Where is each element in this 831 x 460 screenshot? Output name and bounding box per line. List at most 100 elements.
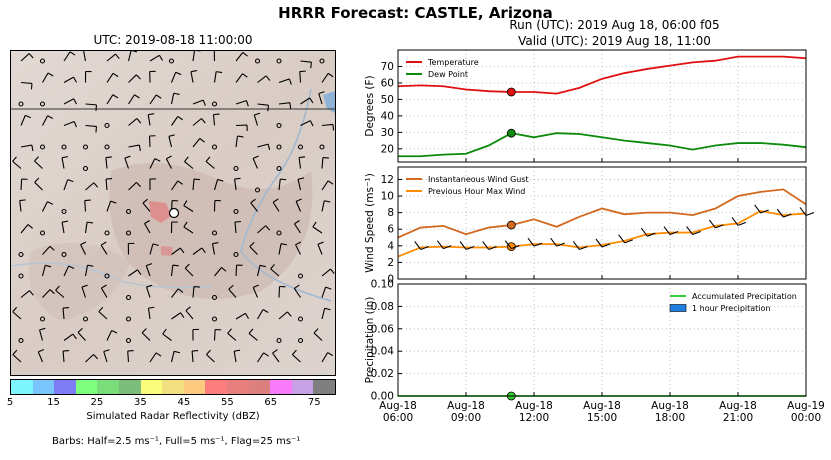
wind-barb-staff	[171, 180, 179, 191]
wind-barb-flag	[62, 306, 70, 309]
legend-label: Dew Point	[428, 70, 468, 79]
wind-barb-staff	[170, 72, 177, 83]
wind-barb-staff	[128, 182, 137, 191]
wind-barb-staff	[145, 265, 151, 277]
colorbar-segment	[205, 380, 227, 394]
wind-barb-staff	[168, 136, 173, 148]
colorbar-tick-label: 75	[307, 397, 321, 408]
wind-barb-flag	[280, 178, 287, 181]
calm-wind-circle	[39, 230, 46, 236]
calm-wind-circle	[125, 316, 132, 322]
wind-barb-staff	[205, 161, 215, 169]
wind-barb-flag	[47, 115, 54, 119]
wind-barb-flag	[249, 242, 255, 247]
wind-barb-staff	[62, 350, 65, 363]
y-tick-label: 30	[381, 127, 394, 139]
wind-barb-flag	[263, 352, 269, 357]
wind-barb-flag	[183, 221, 188, 228]
calm-wind-circle	[82, 165, 89, 172]
wind-barb-flag	[327, 72, 334, 78]
wind-barb-staff	[321, 73, 329, 83]
wind-barb-flag	[27, 224, 33, 229]
wind-barb-flag	[112, 94, 119, 99]
wind-barb-staff	[170, 351, 175, 363]
wind-barb-staff	[572, 241, 580, 250]
wind-barb-flag	[332, 124, 335, 131]
wind-barb-staff	[233, 351, 237, 363]
wind-barb-flag	[624, 239, 633, 244]
wind-barb-flag	[29, 290, 34, 296]
wind-barb-flag	[180, 312, 185, 318]
wind-barb-staff	[185, 310, 194, 320]
wind-barb-flag	[190, 70, 198, 73]
wind-barb-staff	[83, 51, 87, 62]
wind-barb-staff	[192, 178, 195, 191]
wind-barb-staff	[85, 103, 97, 106]
wind-barb-staff	[149, 158, 156, 169]
calm-wind-circle	[104, 230, 110, 236]
lake	[323, 91, 335, 113]
wind-barb-flag	[185, 306, 191, 311]
wind-barb-staff	[318, 93, 323, 105]
wind-barb-staff	[41, 265, 46, 277]
wind-barb-flag	[217, 178, 224, 182]
wind-barb-staff	[63, 76, 74, 83]
wind-barb-flag	[201, 247, 206, 254]
wind-barb-flag	[242, 73, 248, 78]
wind-barb-staff	[171, 288, 179, 298]
calm-wind-circle	[276, 58, 282, 64]
wind-barb-staff	[85, 124, 97, 127]
wind-barb-staff	[278, 102, 290, 105]
wind-barb-staff	[37, 351, 44, 363]
wind-barb-staff	[550, 237, 558, 247]
wind-barb-flag	[111, 330, 118, 334]
wind-barb-flag	[49, 289, 55, 295]
wind-barb-staff	[84, 200, 87, 212]
wind-barb-staff	[278, 243, 282, 255]
calm-wind-circle	[276, 337, 282, 344]
wind-barb-staff	[321, 123, 334, 127]
legend-label: Previous Hour Max Wind	[428, 187, 525, 196]
wind-barb-staff	[206, 354, 215, 363]
y-tick-label: 40	[381, 110, 394, 122]
y-tick-label: 0.04	[371, 346, 395, 358]
wind-barb-staff	[235, 312, 246, 320]
wind-barb-staff	[211, 243, 216, 255]
colorbar-segment	[11, 380, 33, 394]
station-marker	[168, 207, 180, 219]
wind-barb-staff	[171, 312, 181, 320]
wind-barb-staff	[278, 311, 288, 320]
map-canvas	[11, 51, 335, 375]
wind-barb-flag	[110, 200, 117, 204]
wind-barb-staff	[20, 290, 30, 298]
wind-barb-staff	[171, 116, 179, 126]
wind-barb-flag	[199, 137, 205, 143]
wind-barb-flag	[73, 121, 77, 128]
wind-barb-staff	[170, 265, 174, 277]
terrain-ridge	[29, 243, 131, 321]
wind-barb-flag	[38, 349, 45, 353]
wind-barb-flag	[34, 156, 39, 162]
wind-barb-staff	[39, 329, 44, 341]
colorbar-segment	[54, 380, 76, 394]
calm-wind-circle	[82, 144, 89, 150]
calm-wind-circle	[211, 316, 218, 322]
calm-wind-circle	[18, 273, 24, 279]
wind-barb-flag	[325, 286, 332, 290]
reflectivity-cell-small	[161, 246, 173, 256]
calm-wind-circle	[297, 337, 304, 344]
wind-barb-flag	[34, 177, 40, 183]
wind-barb-staff	[20, 144, 32, 148]
series-line	[398, 132, 807, 158]
weather-map[interactable]	[10, 50, 336, 376]
calm-wind-circle	[39, 101, 46, 107]
wind-barb-staff	[183, 205, 194, 212]
wind-barb-flag	[175, 71, 182, 76]
wind-barb-flag	[158, 55, 163, 61]
wind-barb-flag	[312, 221, 317, 228]
wind-barb-flag	[202, 99, 206, 106]
wind-barb-staff	[106, 53, 116, 62]
wind-barb-flag	[101, 284, 107, 289]
wind-barb-flag	[212, 242, 219, 245]
calm-wind-circle	[82, 316, 89, 322]
